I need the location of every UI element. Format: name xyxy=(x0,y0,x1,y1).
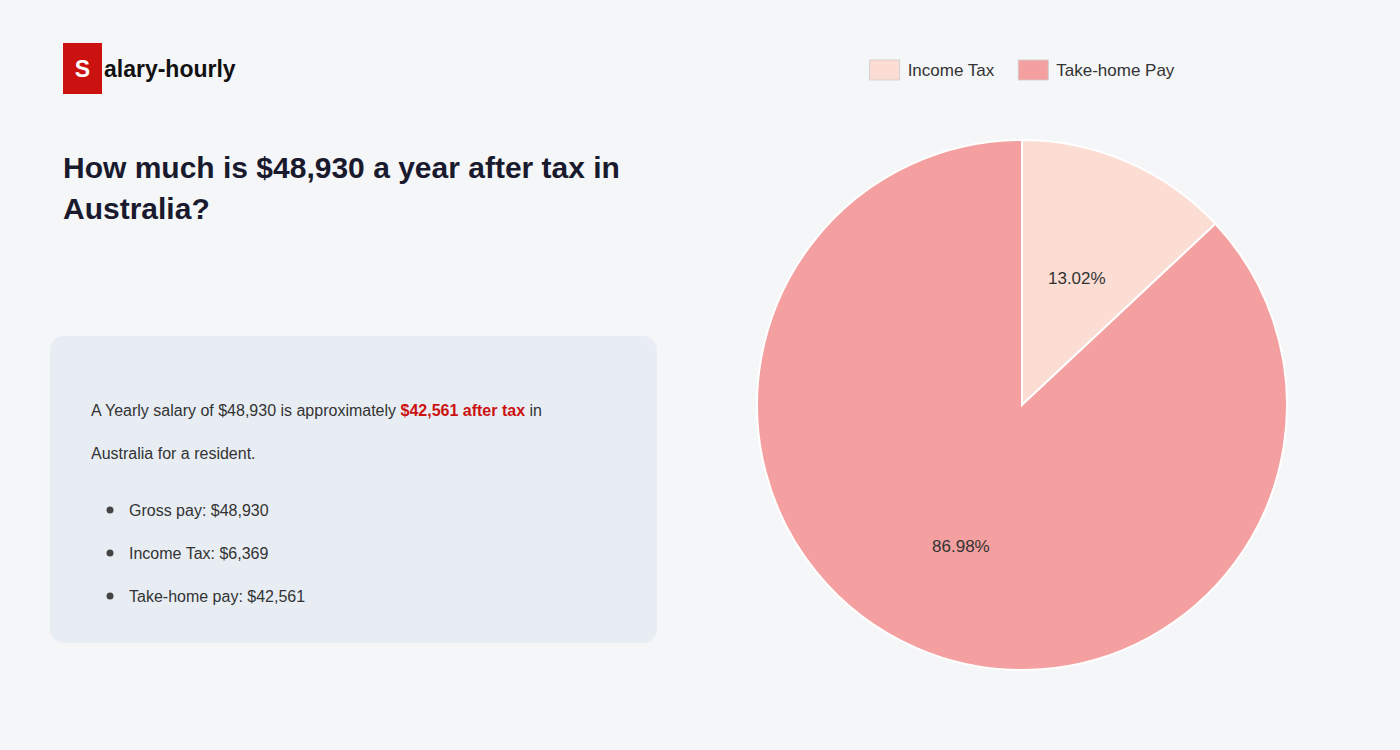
bullet xyxy=(107,507,114,514)
title: How much is $48,930 a year after tax in A… xyxy=(63,151,620,225)
legend-item: Take-home Pay xyxy=(1018,60,1175,80)
bullet-item: Take-home pay: $42,561 xyxy=(129,588,305,605)
bullet-item: Income Tax: $6,369 xyxy=(129,545,268,562)
brand-box xyxy=(63,43,102,94)
description-line: Australia for a resident. xyxy=(91,445,256,462)
description-text: in xyxy=(525,402,542,419)
title-line: How much is $48,930 a year after tax in xyxy=(63,151,620,184)
legend-swatch xyxy=(870,60,900,80)
info-box xyxy=(50,336,657,643)
legend-swatch xyxy=(1018,60,1048,80)
title-line: Australia? xyxy=(63,192,210,225)
pie xyxy=(757,140,1287,670)
chart-root: Salary-hourly How much is $48,930 a year … xyxy=(0,0,1400,750)
legend-item: Income Tax xyxy=(870,60,995,80)
pie-slice xyxy=(757,140,1287,670)
legend: Income Tax Take-home Pay xyxy=(870,60,1175,80)
bullet xyxy=(107,550,114,557)
brand-letter: S xyxy=(75,56,90,82)
data-labels: 13.02% 86.98% xyxy=(932,269,1106,555)
background xyxy=(0,0,1400,750)
bullet-item: Gross pay: $48,930 xyxy=(129,502,269,519)
data-label: 86.98% xyxy=(932,537,990,556)
data-label: 13.02% xyxy=(1048,269,1106,288)
description-highlight: $42,561 after tax xyxy=(401,402,526,419)
bullet xyxy=(107,593,114,600)
description-line: A Yearly salary of $48,930 is approximat… xyxy=(91,402,542,419)
description-text: A Yearly salary of $48,930 is approximat… xyxy=(91,402,401,419)
legend-label: Take-home Pay xyxy=(1056,61,1175,80)
brand-name: alary-hourly xyxy=(104,56,236,82)
legend-label: Income Tax xyxy=(908,61,995,80)
